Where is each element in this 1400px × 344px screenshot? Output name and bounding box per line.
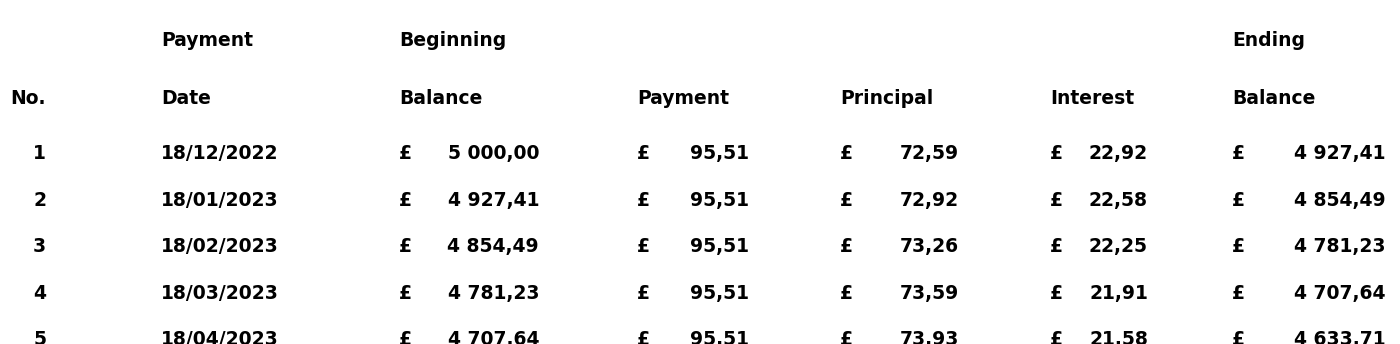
Text: 95,51: 95,51 [690, 284, 749, 303]
Text: Beginning: Beginning [399, 31, 507, 50]
Text: 18/01/2023: 18/01/2023 [161, 191, 279, 210]
Text: £: £ [840, 330, 853, 344]
Text: £: £ [1232, 191, 1245, 210]
Text: Interest: Interest [1050, 89, 1134, 108]
Text: Payment: Payment [161, 31, 253, 50]
Text: 18/04/2023: 18/04/2023 [161, 330, 279, 344]
Text: 18/03/2023: 18/03/2023 [161, 284, 279, 303]
Text: 4 707,64: 4 707,64 [448, 330, 539, 344]
Text: 18/02/2023: 18/02/2023 [161, 237, 279, 256]
Text: 73,26: 73,26 [900, 237, 959, 256]
Text: £: £ [399, 237, 412, 256]
Text: £: £ [1050, 284, 1063, 303]
Text: £: £ [1232, 144, 1245, 163]
Text: 21,58: 21,58 [1089, 330, 1148, 344]
Text: No.: No. [11, 89, 46, 108]
Text: £: £ [1050, 191, 1063, 210]
Text: £: £ [637, 284, 650, 303]
Text: £: £ [840, 144, 853, 163]
Text: 95,51: 95,51 [690, 330, 749, 344]
Text: £: £ [1232, 237, 1245, 256]
Text: £: £ [399, 191, 412, 210]
Text: 18/12/2022: 18/12/2022 [161, 144, 279, 163]
Text: £: £ [637, 191, 650, 210]
Text: 72,92: 72,92 [900, 191, 959, 210]
Text: 4 707,64: 4 707,64 [1295, 284, 1386, 303]
Text: Payment: Payment [637, 89, 729, 108]
Text: 5: 5 [34, 330, 46, 344]
Text: 95,51: 95,51 [690, 237, 749, 256]
Text: £: £ [1232, 330, 1245, 344]
Text: Balance: Balance [399, 89, 483, 108]
Text: 73,93: 73,93 [900, 330, 959, 344]
Text: 4 633,71: 4 633,71 [1295, 330, 1386, 344]
Text: Date: Date [161, 89, 211, 108]
Text: 73,59: 73,59 [900, 284, 959, 303]
Text: 4 781,23: 4 781,23 [1295, 237, 1386, 256]
Text: 3: 3 [34, 237, 46, 256]
Text: 5 000,00: 5 000,00 [448, 144, 539, 163]
Text: £: £ [1050, 330, 1063, 344]
Text: £: £ [840, 191, 853, 210]
Text: £: £ [399, 144, 412, 163]
Text: £: £ [399, 330, 412, 344]
Text: 95,51: 95,51 [690, 191, 749, 210]
Text: £: £ [399, 284, 412, 303]
Text: 4 854,49: 4 854,49 [1295, 191, 1386, 210]
Text: £: £ [637, 144, 650, 163]
Text: £: £ [840, 284, 853, 303]
Text: 22,25: 22,25 [1089, 237, 1148, 256]
Text: £: £ [1050, 144, 1063, 163]
Text: £: £ [840, 237, 853, 256]
Text: 4 927,41: 4 927,41 [448, 191, 539, 210]
Text: 4 854,49: 4 854,49 [448, 237, 539, 256]
Text: 4 781,23: 4 781,23 [448, 284, 539, 303]
Text: 22,92: 22,92 [1089, 144, 1148, 163]
Text: 95,51: 95,51 [690, 144, 749, 163]
Text: £: £ [1232, 284, 1245, 303]
Text: Ending: Ending [1232, 31, 1305, 50]
Text: 2: 2 [34, 191, 46, 210]
Text: Principal: Principal [840, 89, 934, 108]
Text: 4: 4 [34, 284, 46, 303]
Text: 22,58: 22,58 [1089, 191, 1148, 210]
Text: £: £ [1050, 237, 1063, 256]
Text: 4 927,41: 4 927,41 [1295, 144, 1386, 163]
Text: 1: 1 [34, 144, 46, 163]
Text: 72,59: 72,59 [900, 144, 959, 163]
Text: 21,91: 21,91 [1089, 284, 1148, 303]
Text: £: £ [637, 237, 650, 256]
Text: Balance: Balance [1232, 89, 1316, 108]
Text: £: £ [637, 330, 650, 344]
